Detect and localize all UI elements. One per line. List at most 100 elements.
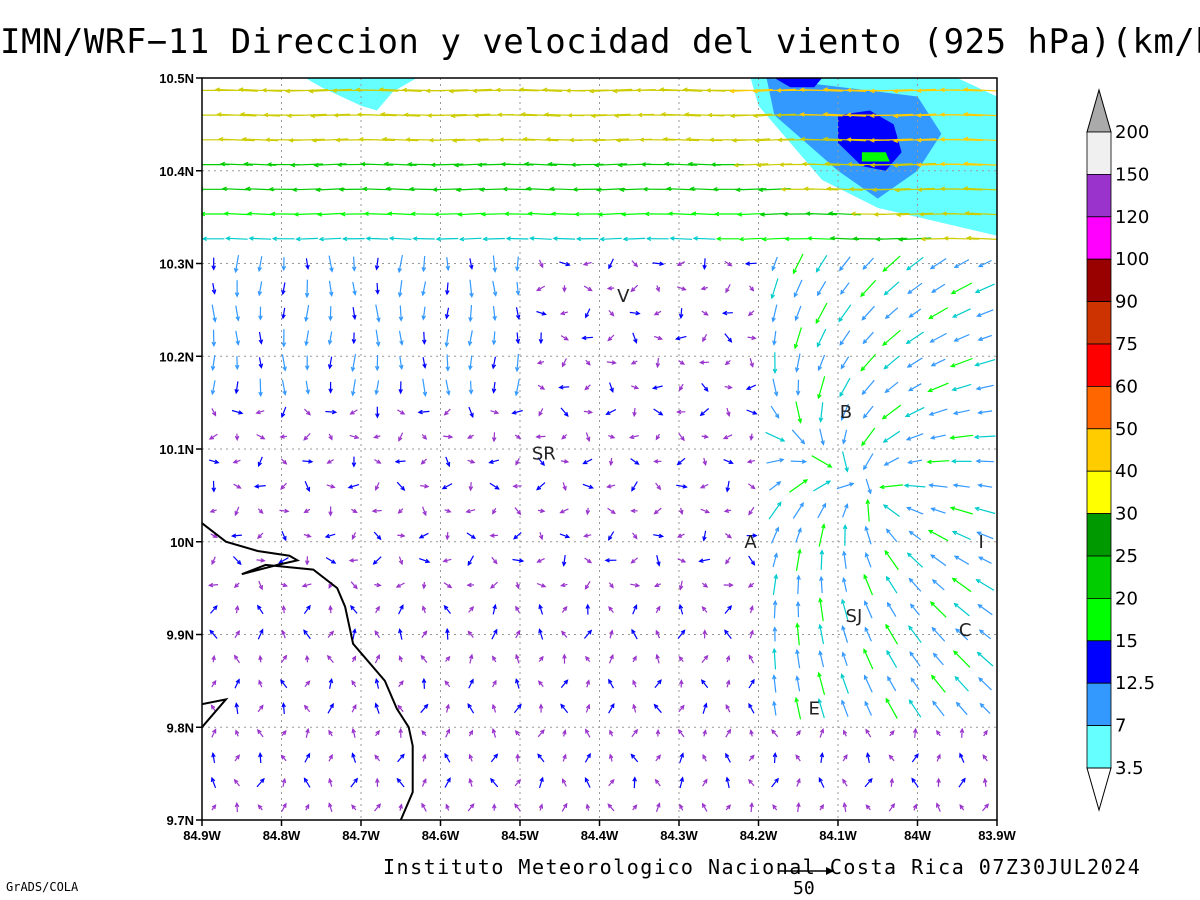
wind-vector [219, 138, 255, 142]
wind-vector-head [233, 267, 239, 274]
wind-vector [836, 482, 854, 490]
wind-vector-head [211, 679, 217, 686]
wind-vector [428, 114, 467, 117]
wind-vector-head [656, 561, 661, 567]
wind-vector-head [759, 212, 765, 217]
wind-vector [930, 554, 947, 567]
wind-vector [886, 529, 898, 543]
wind-vector [725, 729, 731, 738]
wind-vector-head [748, 510, 753, 516]
wind-vector [773, 330, 777, 345]
wind-vector-head [843, 729, 848, 735]
wind-vector-head [397, 292, 403, 298]
footer-text: Instituto Meteorologico Nacional Costa R… [383, 855, 1142, 879]
city-label: I [978, 532, 983, 553]
wind-vector-head [585, 728, 590, 734]
wind-vector-head [593, 162, 600, 168]
wind-vector-head [905, 339, 911, 345]
wind-vector-head [284, 508, 290, 514]
wind-vector [885, 624, 899, 645]
wind-vector-head [422, 630, 428, 636]
wind-vector-head [749, 801, 754, 808]
wind-vector-head [303, 629, 308, 635]
wind-vector-head [305, 680, 311, 686]
wind-vector [446, 354, 449, 371]
wind-vector-head [794, 696, 799, 703]
wind-vector-head [585, 803, 591, 809]
wind-vector-head [303, 777, 309, 783]
wind-vector [304, 481, 310, 492]
wind-vector [490, 754, 498, 763]
wind-vector-head [374, 389, 379, 396]
axis-ticks: 84.9W 84.8W 84.7W 84.6W 84.5W 84.4W 84.3W 84.2W… [159, 71, 1016, 843]
wind-vector [795, 353, 801, 372]
wind-vector [419, 558, 430, 563]
wind-vector-head [565, 88, 571, 93]
wind-vector [870, 138, 913, 142]
wind-vector [281, 530, 287, 541]
wind-vector-head [469, 292, 474, 299]
wind-vector [232, 556, 242, 565]
wind-vector-head [447, 434, 454, 439]
wind-vector [739, 237, 764, 240]
wind-vector-head [929, 435, 936, 440]
wind-vector-head [702, 729, 707, 735]
wind-vector-head [608, 264, 613, 270]
wind-vector-head [234, 435, 240, 442]
wind-vector [880, 484, 904, 488]
wind-vector-head [841, 699, 846, 705]
wind-vector-head [329, 291, 334, 297]
wind-vector-head [865, 752, 871, 758]
wind-vector-head [401, 87, 408, 93]
wind-vector-head [977, 483, 983, 488]
wind-vector-head [817, 365, 823, 372]
wind-vector-head [772, 599, 778, 606]
wind-vector-head [209, 508, 215, 513]
wind-vector [861, 305, 875, 321]
wind-vector-head [644, 211, 650, 217]
wind-vector [860, 354, 876, 371]
wind-vector-head [488, 459, 494, 464]
wind-vector-head [281, 289, 286, 296]
wind-vector [234, 506, 240, 516]
wind-vector-head [397, 267, 402, 274]
wind-vector [505, 213, 531, 215]
wind-vector-head [982, 754, 988, 760]
wind-vector-head [235, 754, 241, 760]
wind-vector-head [489, 583, 495, 589]
wind-vector-head [311, 138, 317, 143]
wind-vector-head [842, 524, 848, 530]
wind-vector-head [210, 365, 216, 372]
wind-vector-head [374, 702, 379, 708]
wind-vector [329, 679, 333, 689]
wind-vector-head [410, 211, 416, 217]
wind-vector [608, 703, 615, 714]
wind-vector [911, 753, 919, 763]
x-tick-label: 83.9W [978, 828, 1016, 843]
wind-vector [726, 480, 730, 492]
wind-vector-head [637, 112, 643, 118]
colorbar-swatch [1086, 428, 1112, 472]
wind-vector-head [399, 340, 404, 346]
wind-vector [373, 531, 382, 540]
wind-vector [352, 729, 356, 738]
wind-vector-head [330, 484, 336, 489]
wind-vector-head [667, 211, 673, 216]
wind-vector [231, 409, 243, 414]
wind-vector [746, 409, 757, 415]
wind-vector [790, 460, 806, 463]
wind-vector [388, 212, 414, 216]
wind-vector-head [772, 674, 777, 680]
wind-vector-head [959, 752, 964, 758]
wind-vector-head [784, 236, 790, 242]
wind-vector-head [843, 754, 848, 760]
wind-vector-head [726, 804, 731, 810]
wind-vector [930, 601, 947, 618]
wind-vector-head [422, 363, 427, 369]
wind-vector-head [421, 290, 426, 297]
wind-vector-head [680, 629, 686, 635]
wind-vector [888, 803, 895, 812]
wind-vector-head [749, 629, 754, 635]
wind-vector-head [887, 675, 892, 682]
wind-vector [928, 382, 949, 392]
